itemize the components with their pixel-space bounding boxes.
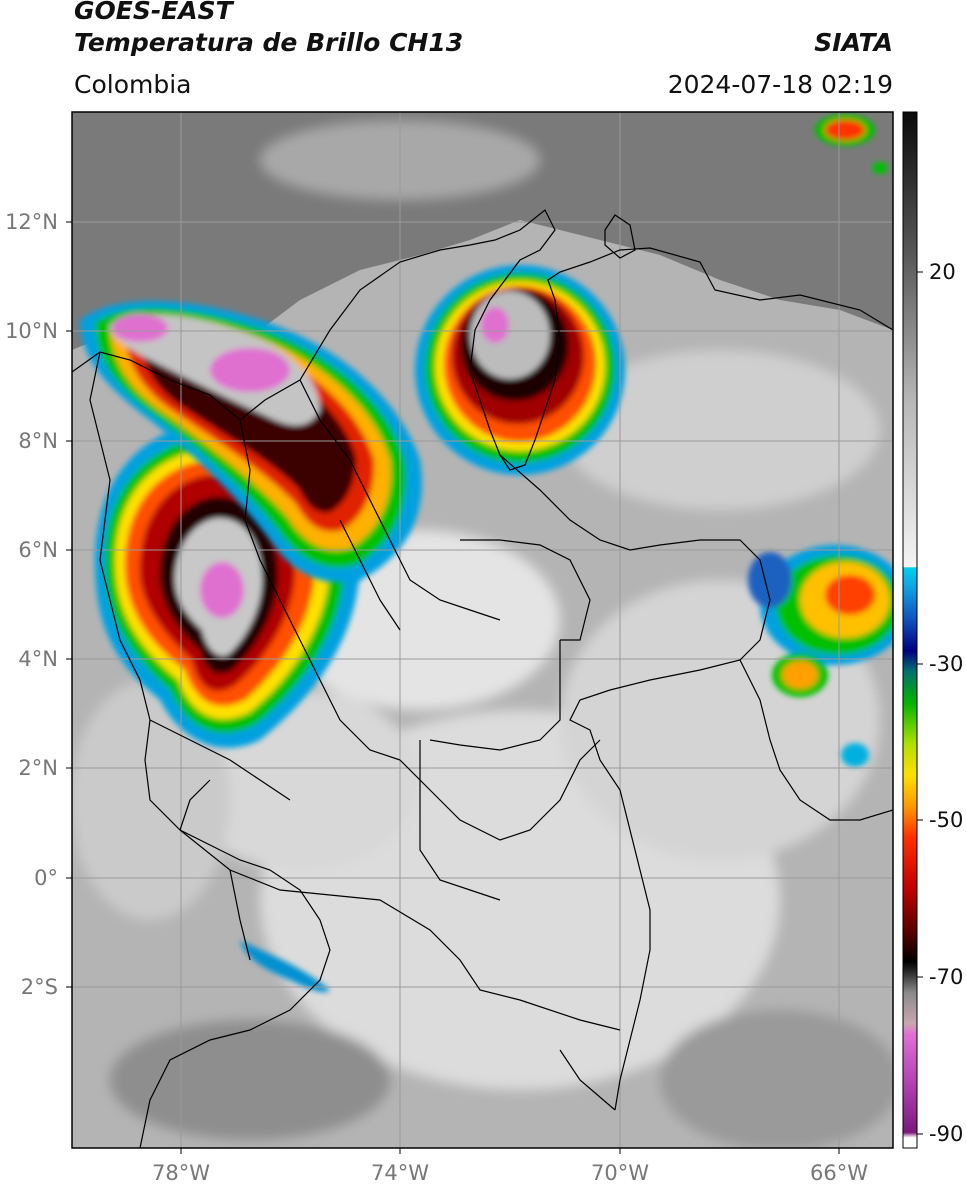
storm-small-top (815, 114, 888, 174)
lat-label-10n: 10°N (5, 319, 58, 343)
colorbar-gradient (902, 111, 918, 1149)
lat-label-4n: 4°N (18, 647, 58, 671)
lon-label-78w: 78°W (152, 1161, 210, 1185)
axis-ticks (66, 221, 840, 1154)
satellite-title: GOES-EAST (74, 0, 233, 25)
colorbar-tick-minus70: -70 (929, 965, 963, 989)
lon-label-70w: 70°W (591, 1161, 649, 1185)
map-area (72, 112, 893, 1148)
map-frame (71, 111, 894, 1149)
colorbar-tick-minus90: -90 (929, 1122, 963, 1146)
storm-small-south (240, 940, 330, 992)
graticule (72, 112, 893, 1148)
lat-label-8n: 8°N (18, 429, 58, 453)
lat-label-0: 0° (34, 866, 58, 890)
lat-label-2s: 2°S (21, 975, 58, 999)
storm-north (80, 301, 422, 583)
borders (72, 209, 893, 1148)
colorbar-tick-20: 20 (929, 260, 956, 284)
product-title: Temperatura de Brillo CH13 (74, 28, 464, 57)
brand-label: SIATA (814, 28, 893, 57)
lon-label-66w: 66°W (810, 1161, 868, 1185)
lat-label-2n: 2°N (18, 756, 58, 780)
lat-label-12n: 12°N (5, 210, 58, 234)
colorbar: 20 -30 -50 -70 -90 (902, 111, 963, 1149)
colorbar-tick-minus50: -50 (929, 808, 963, 832)
lat-label-6n: 6°N (18, 538, 58, 562)
timestamp-label: 2024-07-18 02:19 (667, 70, 893, 99)
lon-label-74w: 74°W (371, 1161, 429, 1185)
colorbar-tick-minus30: -30 (929, 652, 963, 676)
region-label: Colombia (74, 70, 192, 99)
storm-northeast (415, 265, 625, 475)
storm-east (748, 545, 893, 767)
